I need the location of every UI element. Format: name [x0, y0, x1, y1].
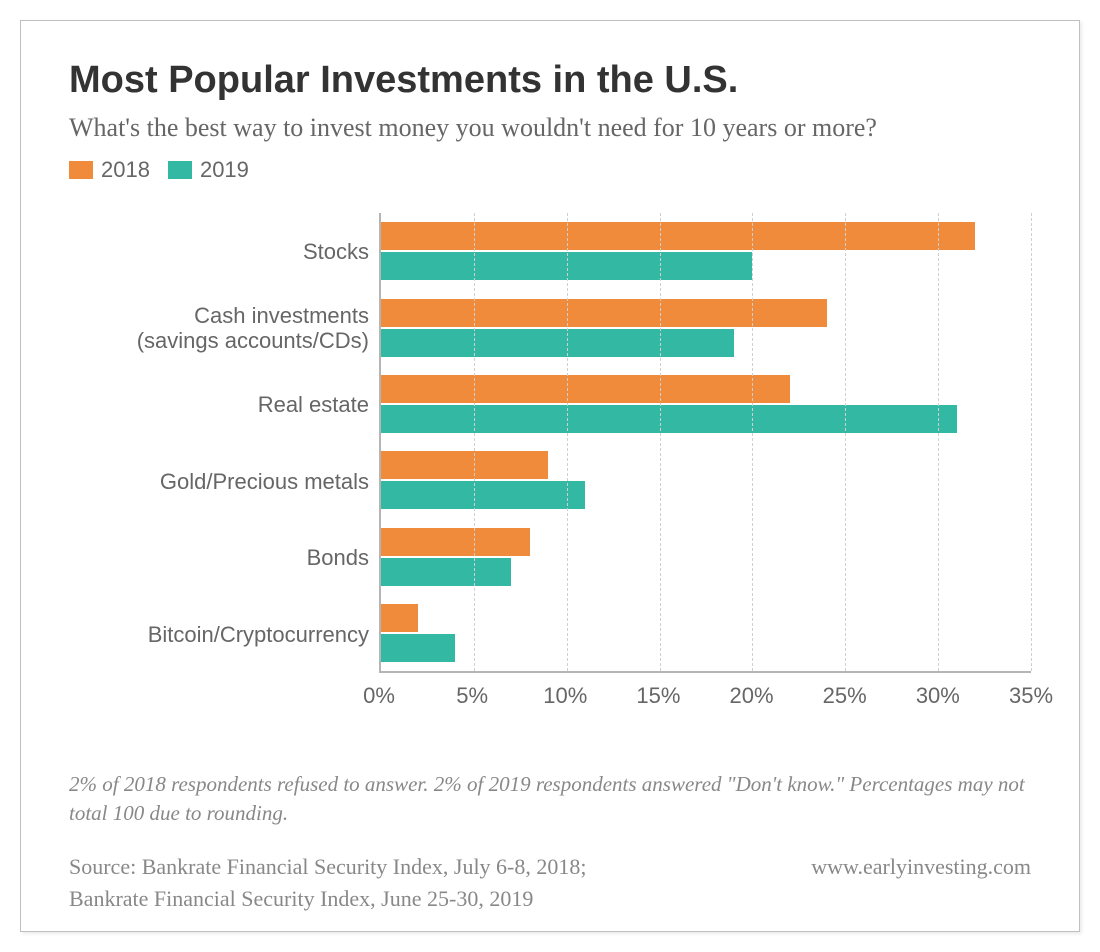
- x-axis-tick: 0%: [363, 683, 395, 709]
- x-axis-tick: 15%: [636, 683, 680, 709]
- y-axis-label: Stocks: [69, 213, 369, 290]
- chart-subtitle: What's the best way to invest money you …: [69, 110, 1031, 145]
- source-row: Source: Bankrate Financial Security Inde…: [69, 851, 1031, 915]
- bar-group: [381, 366, 1031, 442]
- bar-group: [381, 442, 1031, 518]
- x-axis-tick: 35%: [1009, 683, 1053, 709]
- bar: [381, 558, 511, 586]
- chart-title: Most Popular Investments in the U.S.: [69, 59, 1031, 102]
- plot: 0%5%10%15%20%25%30%35%: [379, 213, 1031, 718]
- bar: [381, 481, 585, 509]
- bar: [381, 634, 455, 662]
- gridline: [1031, 213, 1032, 671]
- y-axis-label: Bonds: [69, 520, 369, 597]
- bar: [381, 604, 418, 632]
- chart-card: Most Popular Investments in the U.S. Wha…: [20, 20, 1080, 932]
- legend-label: 2019: [200, 157, 249, 183]
- gridline: [845, 213, 846, 671]
- legend-swatch: [69, 161, 93, 179]
- gridline: [660, 213, 661, 671]
- legend-item: 2019: [168, 157, 249, 183]
- y-axis-label: Bitcoin/Cryptocurrency: [69, 596, 369, 673]
- gridline: [474, 213, 475, 671]
- x-axis-tick: 10%: [543, 683, 587, 709]
- x-axis-tick: 25%: [823, 683, 867, 709]
- legend-swatch: [168, 161, 192, 179]
- legend-item: 2018: [69, 157, 150, 183]
- source-text: Source: Bankrate Financial Security Inde…: [69, 851, 587, 915]
- y-axis-label: Cash investments (savings accounts/CDs): [69, 290, 369, 367]
- gridline: [938, 213, 939, 671]
- bar: [381, 375, 790, 403]
- x-axis-tick: 20%: [730, 683, 774, 709]
- bar: [381, 299, 827, 327]
- bars-layer: [381, 213, 1031, 671]
- plot-area: [379, 213, 1031, 673]
- bar-group: [381, 213, 1031, 289]
- bar: [381, 451, 548, 479]
- bar: [381, 329, 734, 357]
- bar: [381, 405, 957, 433]
- legend: 2018 2019: [69, 157, 1031, 183]
- bar-group: [381, 595, 1031, 671]
- legend-label: 2018: [101, 157, 150, 183]
- x-axis-tick: 5%: [456, 683, 488, 709]
- bar-group: [381, 289, 1031, 365]
- y-axis-label: Gold/Precious metals: [69, 443, 369, 520]
- y-axis-label: Real estate: [69, 366, 369, 443]
- chart-area: StocksCash investments (savings accounts…: [69, 213, 1031, 718]
- footnote: 2% of 2018 respondents refused to answer…: [69, 770, 1031, 829]
- bar: [381, 528, 530, 556]
- y-axis-labels: StocksCash investments (savings accounts…: [69, 213, 379, 718]
- gridline: [752, 213, 753, 671]
- bar-group: [381, 518, 1031, 594]
- x-axis-tick: 30%: [916, 683, 960, 709]
- gridline: [567, 213, 568, 671]
- bar: [381, 222, 975, 250]
- source-url: www.earlyinvesting.com: [811, 851, 1031, 883]
